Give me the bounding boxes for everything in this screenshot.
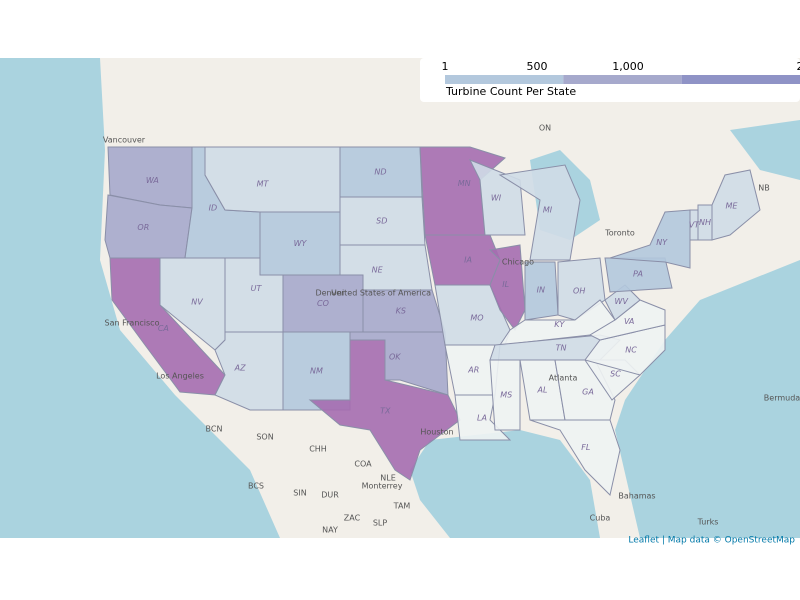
state-label: WY [294, 239, 308, 248]
legend-swatch [445, 75, 564, 84]
state-label: NC [625, 346, 637, 355]
state-label: IA [464, 256, 472, 265]
place-label: Los Angeles [156, 372, 204, 381]
place-label: BCS [248, 482, 264, 491]
state-label: IL [502, 280, 509, 289]
place-label: CHH [309, 445, 327, 454]
state-label: IN [537, 285, 545, 294]
place-label: Vancouver [103, 136, 146, 145]
state-label: MI [543, 206, 553, 215]
state-shape [488, 244, 526, 331]
state-label: NE [372, 266, 384, 275]
place-label: Bermuda [764, 394, 800, 403]
place-label: NLE [380, 474, 396, 483]
state-label: WV [615, 297, 629, 306]
gulf-st-lawrence [730, 120, 800, 180]
state-label: CO [317, 299, 329, 308]
state-label: VA [624, 317, 634, 326]
state-label: SC [610, 369, 621, 378]
state-label: FL [581, 443, 590, 452]
state-label: KY [554, 320, 565, 329]
atlantic [615, 260, 800, 538]
place-label: Houston [420, 428, 453, 437]
place-label: NAY [322, 526, 338, 535]
state-label: WI [491, 194, 502, 203]
state-label: PA [633, 270, 643, 279]
state-label: TN [556, 344, 567, 353]
state-label: OK [389, 353, 401, 362]
state-shape [424, 234, 501, 286]
place-label: Toronto [604, 229, 635, 238]
legend-tick-label: 1 [442, 60, 449, 73]
state-label: NV [191, 298, 203, 307]
state-label: WA [146, 176, 159, 185]
legend: 1 500 1,000 2 Turbine Count Per State [442, 60, 800, 98]
state-label: TX [380, 406, 391, 415]
attribution: Leaflet | Map data © OpenStreetMap [628, 536, 795, 546]
legend-tick-label: 1,000 [612, 60, 644, 73]
place-label: Denver [315, 289, 345, 298]
legend-title: Turbine Count Per State [445, 85, 576, 98]
legend-tick-label: 2 [797, 60, 800, 73]
labels: WA OR CA ID NV MT WY UT AZ CO NM ND SD NE KS OK TX MN IA MO… [103, 124, 800, 535]
state-label: VT [689, 221, 700, 230]
place-label: San Francisco [105, 319, 160, 328]
place-label: SIN [293, 489, 306, 498]
states [104, 146, 761, 496]
state-label: MS [500, 391, 512, 400]
state-label: MO [470, 314, 483, 323]
state-label: OR [137, 223, 149, 232]
state-shape [711, 169, 761, 241]
place-label: Monterrey [362, 482, 403, 491]
state-label: CA [158, 324, 169, 333]
place-label: ON [539, 124, 551, 133]
state-label: SD [376, 217, 387, 226]
state-shape [204, 146, 341, 213]
state-label: LA [477, 414, 487, 423]
state-shape [489, 359, 521, 431]
state-label: NY [656, 238, 668, 247]
state-label: KS [396, 307, 406, 316]
place-label: TAM [393, 502, 411, 511]
state-label: AR [467, 366, 479, 375]
place-label: BCN [206, 425, 223, 434]
state-label: MT [257, 179, 270, 188]
state-label: GA [582, 388, 594, 397]
state-label: NH [699, 218, 711, 227]
place-label: NB [758, 184, 769, 193]
place-label: SON [256, 433, 273, 442]
place-label: Turks [697, 518, 719, 527]
state-label: ID [209, 204, 218, 213]
state-label: AL [537, 386, 548, 395]
state-label: ND [374, 168, 386, 177]
state-label: OH [573, 287, 585, 296]
state-label: NM [310, 367, 323, 376]
state-shape [529, 419, 621, 496]
legend-tick-label: 500 [527, 60, 548, 73]
legend-swatch [681, 75, 800, 84]
state-shape [498, 164, 581, 261]
pacific [0, 58, 280, 538]
place-label: SLP [373, 519, 388, 528]
state-label: AZ [234, 364, 246, 373]
place-label: Bahamas [618, 492, 655, 501]
place-label: ZAC [344, 514, 361, 523]
state-label: MN [458, 179, 471, 188]
state-label: ME [726, 201, 739, 210]
place-label: United States of America [331, 289, 431, 298]
place-label: Atlanta [549, 374, 578, 383]
gulf [410, 430, 600, 538]
state-label: UT [251, 284, 263, 293]
state-shape [308, 339, 461, 481]
state-shape [214, 331, 284, 411]
place-label: Chicago [502, 258, 534, 267]
place-label: Cuba [590, 514, 611, 523]
place-label: COA [354, 460, 372, 469]
legend-swatch [563, 75, 682, 84]
place-label: DUR [321, 491, 339, 500]
